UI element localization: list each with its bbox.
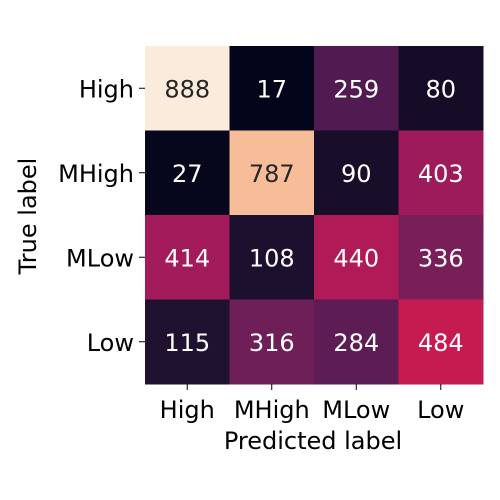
cell-value-label: 27 xyxy=(172,160,203,188)
heatmap-cell xyxy=(229,299,315,385)
heatmap-cell xyxy=(229,130,315,216)
heatmap-cell xyxy=(314,46,399,131)
cell-value-label: 484 xyxy=(418,329,464,357)
cell-value-label: 336 xyxy=(418,244,464,272)
cell-value-label: 316 xyxy=(249,329,295,357)
x-tick-label: MHigh xyxy=(234,396,310,424)
x-tick-label: High xyxy=(160,396,215,424)
heatmap-cell xyxy=(314,130,399,216)
heatmap-cell xyxy=(229,215,315,300)
heatmap-cell xyxy=(145,46,230,131)
heatmap-cell xyxy=(145,130,230,216)
x-axis-title: Predicted label xyxy=(224,427,402,455)
cell-value-label: 108 xyxy=(249,244,295,272)
y-tick-label: High xyxy=(79,75,134,103)
heatmap-cell xyxy=(145,299,230,385)
y-tick-label: MLow xyxy=(66,244,134,272)
cell-value-label: 80 xyxy=(425,75,456,103)
cell-value-label: 888 xyxy=(164,75,210,103)
y-axis-title: True label xyxy=(14,158,42,276)
heatmap-cell xyxy=(314,299,399,385)
cell-value-label: 787 xyxy=(249,160,295,188)
cell-value-label: 284 xyxy=(333,329,379,357)
cell-value-label: 259 xyxy=(333,75,379,103)
y-tick-label: MHigh xyxy=(58,160,134,188)
cell-value-label: 440 xyxy=(333,244,379,272)
heatmap-cell xyxy=(398,130,484,216)
heatmap-cell xyxy=(398,299,484,385)
cell-value-label: 403 xyxy=(418,160,464,188)
axis-ticks: High MHigh MLow Low High MHigh MLow Low xyxy=(58,75,464,424)
x-tick-label: Low xyxy=(417,396,464,424)
heatmap-cell xyxy=(145,215,230,300)
x-tick-label: MLow xyxy=(322,396,390,424)
cell-value-label: 90 xyxy=(341,160,372,188)
cell-value-label: 17 xyxy=(256,75,287,103)
cell-value-label: 414 xyxy=(164,244,210,272)
cell-value-label: 115 xyxy=(164,329,210,357)
heatmap-cells: 888 17 259 80 27 787 90 403 414 108 440 336 115 316 28… xyxy=(145,46,484,385)
heatmap-cell xyxy=(314,215,399,300)
y-tick-label: Low xyxy=(87,329,134,357)
heatmap-cell xyxy=(398,46,484,131)
heatmap-cell xyxy=(398,215,484,300)
heatmap-cell xyxy=(229,46,315,131)
